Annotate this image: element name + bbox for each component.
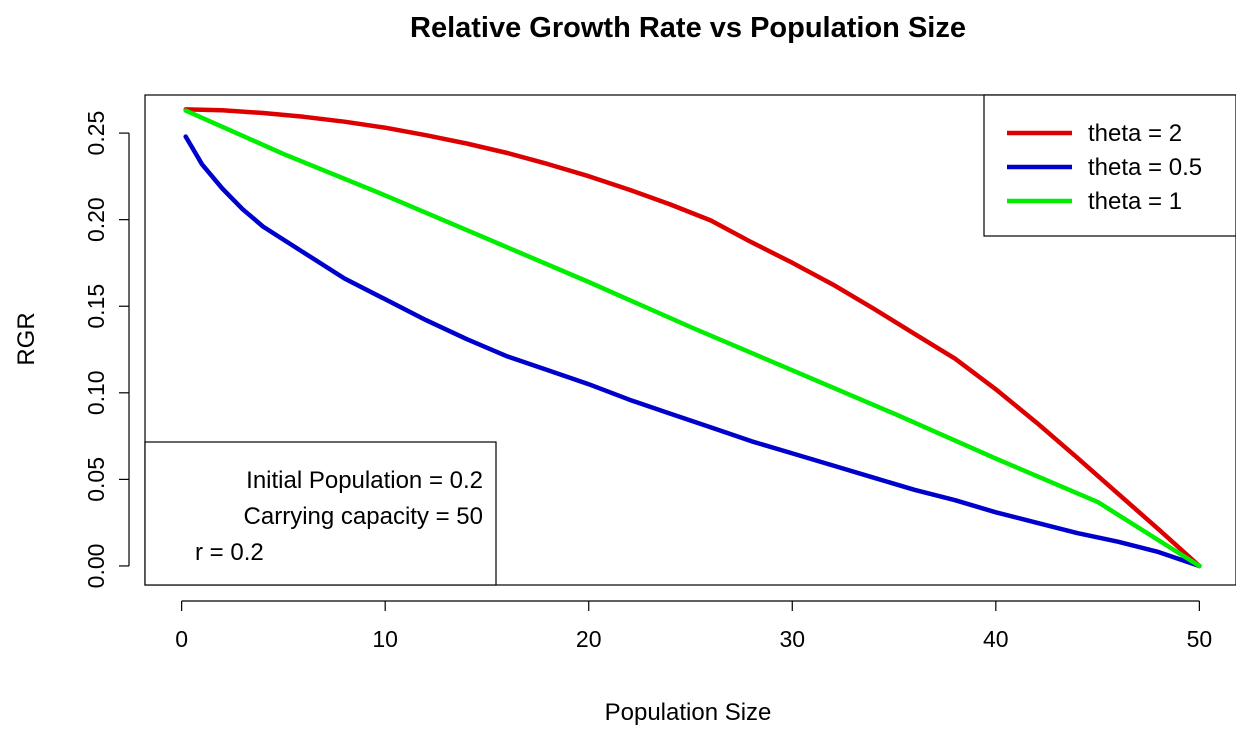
parameters-note: Initial Population = 0.2 Carrying capacit… [144, 441, 497, 586]
x-tick-label-4: 40 [983, 626, 1009, 652]
y-axis-label: RGR [13, 312, 40, 365]
y-tick-label-4: 0.20 [83, 197, 109, 242]
y-tick-label-5: 0.25 [83, 111, 109, 156]
x-tick-label-3: 30 [779, 626, 805, 652]
legend-label-1: theta = 0.5 [1088, 154, 1202, 181]
chart-title: Relative Growth Rate vs Population Size [410, 12, 966, 44]
legend: theta = 2 theta = 0.5 theta = 1 [983, 94, 1236, 237]
series-line-1 [183, 134, 1202, 569]
plot-frame [144, 94, 1236, 586]
legend-label-2: theta = 1 [1088, 188, 1182, 215]
x-tick-label-2: 20 [576, 626, 602, 652]
note-line-1: Carrying capacity = 50 [244, 503, 483, 530]
y-tick-label-1: 0.05 [83, 457, 109, 502]
legend-label-0: theta = 2 [1088, 120, 1182, 147]
y-tick-label-0: 0.00 [83, 544, 109, 589]
series-line-0 [183, 107, 1202, 569]
note-box [144, 441, 497, 586]
note-line-2: r = 0.2 [195, 539, 264, 566]
series-line-2 [183, 108, 1202, 569]
x-tick-label-5: 50 [1187, 626, 1213, 652]
x-tick-label-1: 10 [372, 626, 398, 652]
y-tick-label-2: 0.10 [83, 370, 109, 415]
axes-layer: 0 10 20 30 40 50 0.00 0.05 0.10 0.15 0.20 0.25 [83, 94, 1236, 652]
x-tick-label-0: 0 [175, 626, 188, 652]
note-line-0: Initial Population = 0.2 [246, 467, 483, 494]
x-axis-label: Population Size [605, 699, 772, 726]
y-tick-label-3: 0.15 [83, 284, 109, 329]
series-layer [183, 107, 1202, 569]
